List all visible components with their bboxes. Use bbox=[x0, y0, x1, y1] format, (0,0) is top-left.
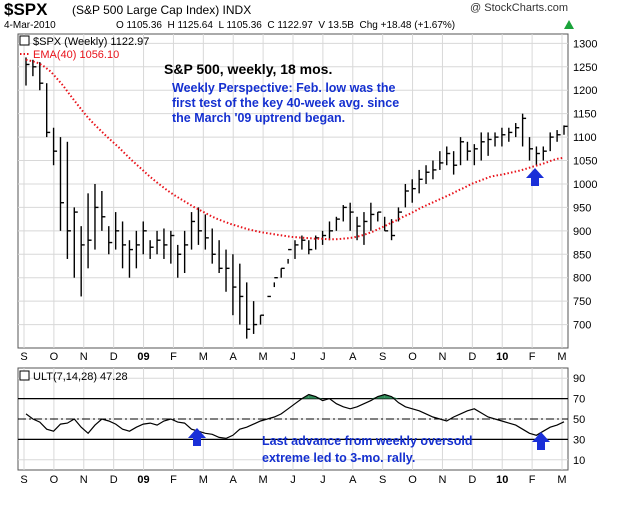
price-x-tick-label: F bbox=[170, 351, 177, 363]
legend-price: $SPX (Weekly) 1122.97 bbox=[33, 36, 149, 48]
price-x-tick-label: J bbox=[290, 351, 296, 363]
ult-x-tick-label: S bbox=[379, 474, 386, 486]
ult-y-tick-label: 30 bbox=[573, 434, 585, 446]
ult-x-tick-label: 09 bbox=[137, 474, 149, 486]
price-x-tick-label: A bbox=[230, 351, 238, 363]
ult-x-tick-label: O bbox=[408, 474, 417, 486]
ult-x-tick-label: J bbox=[290, 474, 296, 486]
ult-y-tick-label: 10 bbox=[573, 455, 585, 467]
ult-line bbox=[25, 393, 565, 440]
ult-x-tick-label: A bbox=[349, 474, 357, 486]
price-x-tick-label: M bbox=[199, 351, 208, 363]
ult-x-tick-label: 10 bbox=[496, 474, 508, 486]
price-x-tick-label: N bbox=[438, 351, 446, 363]
ult-x-tick-label: N bbox=[80, 474, 88, 486]
price-y-tick-label: 900 bbox=[573, 226, 591, 238]
ult-x-tick-label: M bbox=[259, 474, 268, 486]
price-x-tick-label: J bbox=[320, 351, 326, 363]
ult-x-tick-label: D bbox=[110, 474, 118, 486]
ult-x-tick-label: O bbox=[50, 474, 59, 486]
up-arrow-icon bbox=[526, 168, 544, 186]
up-triangle-icon bbox=[564, 20, 574, 29]
ohlc-readout: O 1105.36 H 1125.64 L 1105.36 C 1122.97 … bbox=[116, 20, 456, 31]
price-y-tick-label: 1000 bbox=[573, 179, 597, 191]
price-x-tick-label: D bbox=[468, 351, 476, 363]
price-x-tick-label: O bbox=[50, 351, 59, 363]
ult-x-tick-label: N bbox=[438, 474, 446, 486]
price-x-tick-label: N bbox=[80, 351, 88, 363]
chart-title: S&P 500, weekly, 18 mos. bbox=[164, 61, 332, 77]
ult-y-tick-label: 50 bbox=[573, 414, 585, 426]
ult-x-tick-label: A bbox=[230, 474, 238, 486]
price-y-tick-label: 1150 bbox=[573, 109, 597, 121]
price-y-tick-label: 700 bbox=[573, 320, 591, 332]
price-y-tick-label: 950 bbox=[573, 202, 591, 214]
annotation-line: the March '09 uptrend began. bbox=[172, 111, 345, 125]
annotation-line: Weekly Perspective: Feb. low was the bbox=[172, 81, 396, 95]
price-x-tick-label: 10 bbox=[496, 351, 508, 363]
up-arrow-icon bbox=[532, 432, 550, 450]
ult-x-tick-label: M bbox=[199, 474, 208, 486]
up-arrow-icon bbox=[188, 428, 206, 446]
symbol-description: (S&P 500 Large Cap Index) INDX bbox=[72, 3, 252, 17]
price-x-tick-label: F bbox=[529, 351, 536, 363]
price-y-tick-label: 1100 bbox=[573, 132, 597, 144]
price-y-tick-label: 750 bbox=[573, 296, 591, 308]
legend-swatch-ult bbox=[19, 370, 30, 381]
ult-x-tick-label: F bbox=[170, 474, 177, 486]
ult-x-tick-label: S bbox=[20, 474, 27, 486]
price-x-tick-label: O bbox=[408, 351, 417, 363]
legend-swatch-price bbox=[19, 35, 30, 46]
price-x-tick-label: M bbox=[557, 351, 566, 363]
ult-x-tick-label: D bbox=[468, 474, 476, 486]
ult-x-tick-label: M bbox=[557, 474, 566, 486]
legend-ult: ULT(7,14,28) 47.28 bbox=[33, 371, 128, 383]
annotation-line: first test of the key 40-week avg. since bbox=[172, 96, 399, 110]
ultimate-oscillator-panel: 10 30 50 70 90 S O N D 09 F M A M J J A S O N D 10 F M ULT(7,14,… bbox=[17, 367, 585, 486]
price-x-tick-label: 09 bbox=[137, 351, 149, 363]
source-credit: @ StockCharts.com bbox=[470, 2, 568, 14]
symbol-title: $SPX bbox=[4, 0, 48, 19]
ult-y-tick-label: 90 bbox=[573, 373, 585, 385]
price-x-tick-label: S bbox=[379, 351, 386, 363]
price-x-tick-label: D bbox=[110, 351, 118, 363]
price-y-tick-label: 1250 bbox=[573, 62, 597, 74]
price-y-tick-label: 1300 bbox=[573, 38, 597, 50]
price-x-tick-label: S bbox=[20, 351, 27, 363]
ult-y-tick-label: 70 bbox=[573, 394, 585, 406]
ult-annotation-line: Last advance from weekly oversold bbox=[262, 434, 473, 448]
price-x-tick-label: M bbox=[259, 351, 268, 363]
price-y-tick-label: 800 bbox=[573, 273, 591, 285]
quote-date: 4-Mar-2010 bbox=[4, 20, 56, 31]
ult-annotation-line: extreme led to 3-mo. rally. bbox=[262, 451, 415, 465]
price-panel: 700 750 800 850 900 950 1000 1050 1100 1150 1200 12… bbox=[17, 33, 597, 363]
ult-x-tick-label: F bbox=[529, 474, 536, 486]
legend-ema: EMA(40) 1056.10 bbox=[33, 49, 119, 61]
price-y-tick-label: 850 bbox=[573, 249, 591, 261]
ult-x-tick-label: J bbox=[320, 474, 326, 486]
price-x-tick-label: A bbox=[349, 351, 357, 363]
price-y-tick-label: 1050 bbox=[573, 156, 597, 168]
price-y-tick-label: 1200 bbox=[573, 85, 597, 97]
